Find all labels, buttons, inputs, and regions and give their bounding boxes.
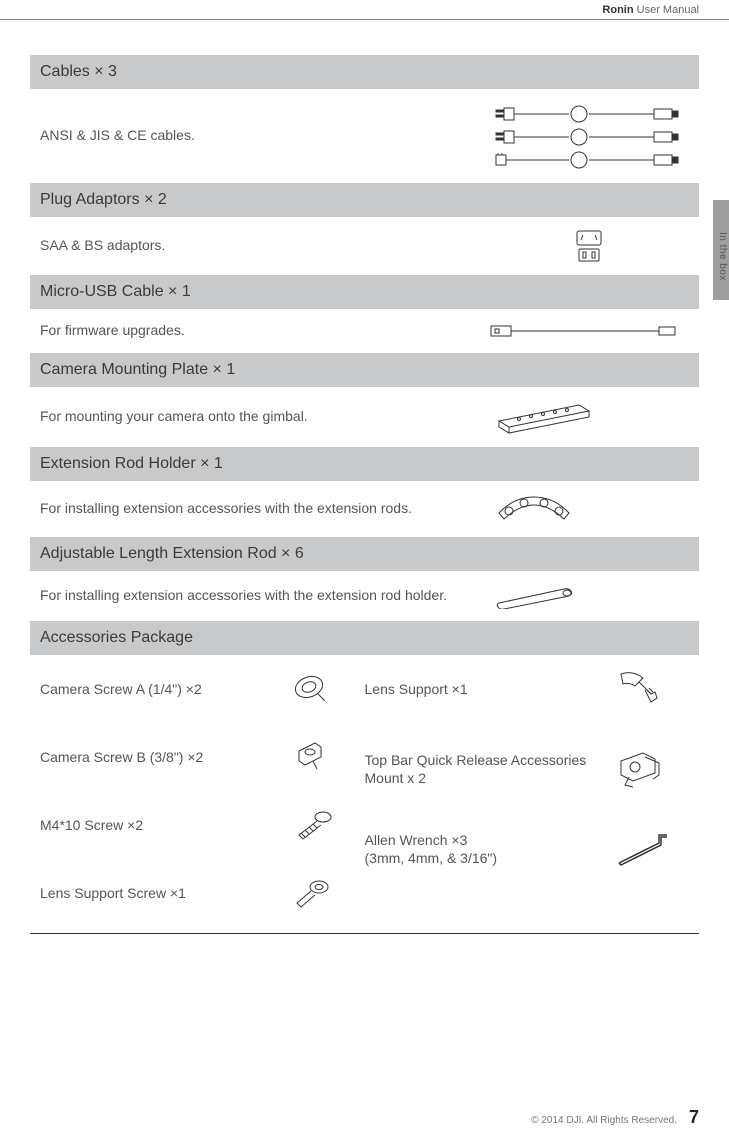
acc-label: Lens Support Screw ×1 [40,884,291,902]
cables-icon [489,101,689,171]
acc-label: Camera Screw A (1/4") ×2 [40,680,291,698]
acc-label: Top Bar Quick Release Accessories Mount … [365,751,616,787]
section-body: ANSI & JIS & CE cables. [30,89,699,183]
acc-item: M4*10 Screw ×2 [40,801,365,849]
section-header: Camera Mounting Plate × 1 [30,353,699,387]
section-header: Micro-USB Cable × 1 [30,275,699,309]
section-body: For installing extension accessories wit… [30,481,699,537]
section-body: For mounting your camera onto the gimbal… [30,387,699,447]
acc-label: Lens Support ×1 [365,680,616,698]
side-tab-label: In the box [717,232,728,281]
section-desc: For installing extension accessories wit… [40,499,460,519]
usb-icon [489,323,689,339]
screw-b-icon [291,739,341,775]
section-header: Adjustable Length Extension Rod × 6 [30,537,699,571]
screw-a-icon [291,669,341,709]
wrench-icon [615,831,665,867]
plug-icon [489,229,689,263]
m4screw-icon [291,807,341,843]
plate-icon [489,399,689,435]
header-bar: Ronin User Manual [0,0,729,20]
rod-icon [489,583,689,609]
acc-item: Lens Support ×1 [365,665,690,713]
acc-item: Top Bar Quick Release Accessories Mount … [365,733,690,805]
section-body: SAA & BS adaptors. [30,217,699,275]
acc-label: Camera Screw B (3/8") ×2 [40,748,291,766]
section-desc: For firmware upgrades. [40,321,460,341]
header-subtitle: User Manual [637,4,699,16]
section-desc: SAA & BS adaptors. [40,236,460,256]
acc-col-right: Lens Support ×1 Top Bar Quick Release Ac… [365,665,690,917]
copyright: © 2014 DJI. All Rights Reserved. [531,1115,677,1126]
acc-item: Camera Screw A (1/4") ×2 [40,665,365,713]
section-header: Accessories Package [30,621,699,655]
section-desc: ANSI & JIS & CE cables. [40,126,460,146]
page-number: 7 [689,1107,699,1128]
acc-item: Camera Screw B (3/8") ×2 [40,733,365,781]
product-name: Ronin [602,4,633,16]
support-screw-icon [291,875,341,911]
lens-support-icon [615,668,665,710]
section-header: Extension Rod Holder × 1 [30,447,699,481]
holder-icon [489,493,689,525]
acc-item: Lens Support Screw ×1 [40,869,365,917]
section-header: Plug Adaptors × 2 [30,183,699,217]
mount-icon [615,747,665,791]
section-header: Cables × 3 [30,55,699,89]
section-desc: For mounting your camera onto the gimbal… [40,407,460,427]
content: Cables × 3 ANSI & JIS & CE cables. [30,55,699,934]
acc-item: Allen Wrench ×3 (3mm, 4mm, & 3/16") [365,825,690,873]
footer: © 2014 DJI. All Rights Reserved. 7 [531,1107,699,1128]
section-body: For installing extension accessories wit… [30,571,699,621]
acc-col-left: Camera Screw A (1/4") ×2 Camera Screw B … [40,665,365,917]
acc-label: Allen Wrench ×3 (3mm, 4mm, & 3/16") [365,831,616,867]
acc-label: M4*10 Screw ×2 [40,816,291,834]
section-desc: For installing extension accessories wit… [40,586,460,606]
section-body: For firmware upgrades. [30,309,699,353]
accessories-grid: Camera Screw A (1/4") ×2 Camera Screw B … [30,655,699,934]
